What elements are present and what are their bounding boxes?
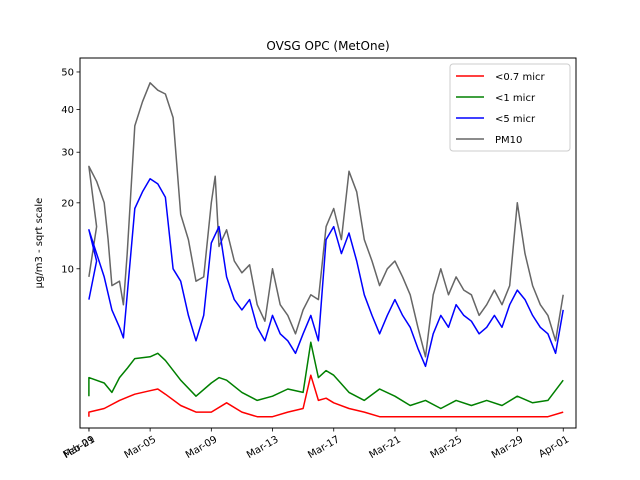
series-line-0 xyxy=(88,374,564,418)
y-axis: 10 20 30 40 50 xyxy=(61,67,80,275)
plot-frame xyxy=(79,57,577,429)
series-line-2 xyxy=(88,178,564,368)
legend-label: <1 micr xyxy=(495,93,536,104)
plot-area xyxy=(79,57,577,429)
legend-box xyxy=(449,63,571,152)
y-tick-label: 10 xyxy=(61,264,74,275)
legend-label: <0.7 micr xyxy=(495,72,545,83)
legend: <0.7 micr <1 micr <5 micr PM10 xyxy=(449,63,571,152)
series-line-1 xyxy=(88,341,564,410)
legend-label: PM10 xyxy=(495,135,522,146)
y-tick-label: 20 xyxy=(61,198,74,209)
series-layer xyxy=(88,82,564,418)
y-tick-label: 50 xyxy=(61,67,74,78)
y-tick-label: 30 xyxy=(61,148,74,159)
series-line-3 xyxy=(88,82,564,358)
y-axis-label: µg/m3 - sqrt scale xyxy=(34,198,45,289)
y-tick-label: 40 xyxy=(61,105,74,116)
chart-title: OVSG OPC (MetOne) xyxy=(266,39,389,53)
legend-label: <5 micr xyxy=(495,114,536,125)
